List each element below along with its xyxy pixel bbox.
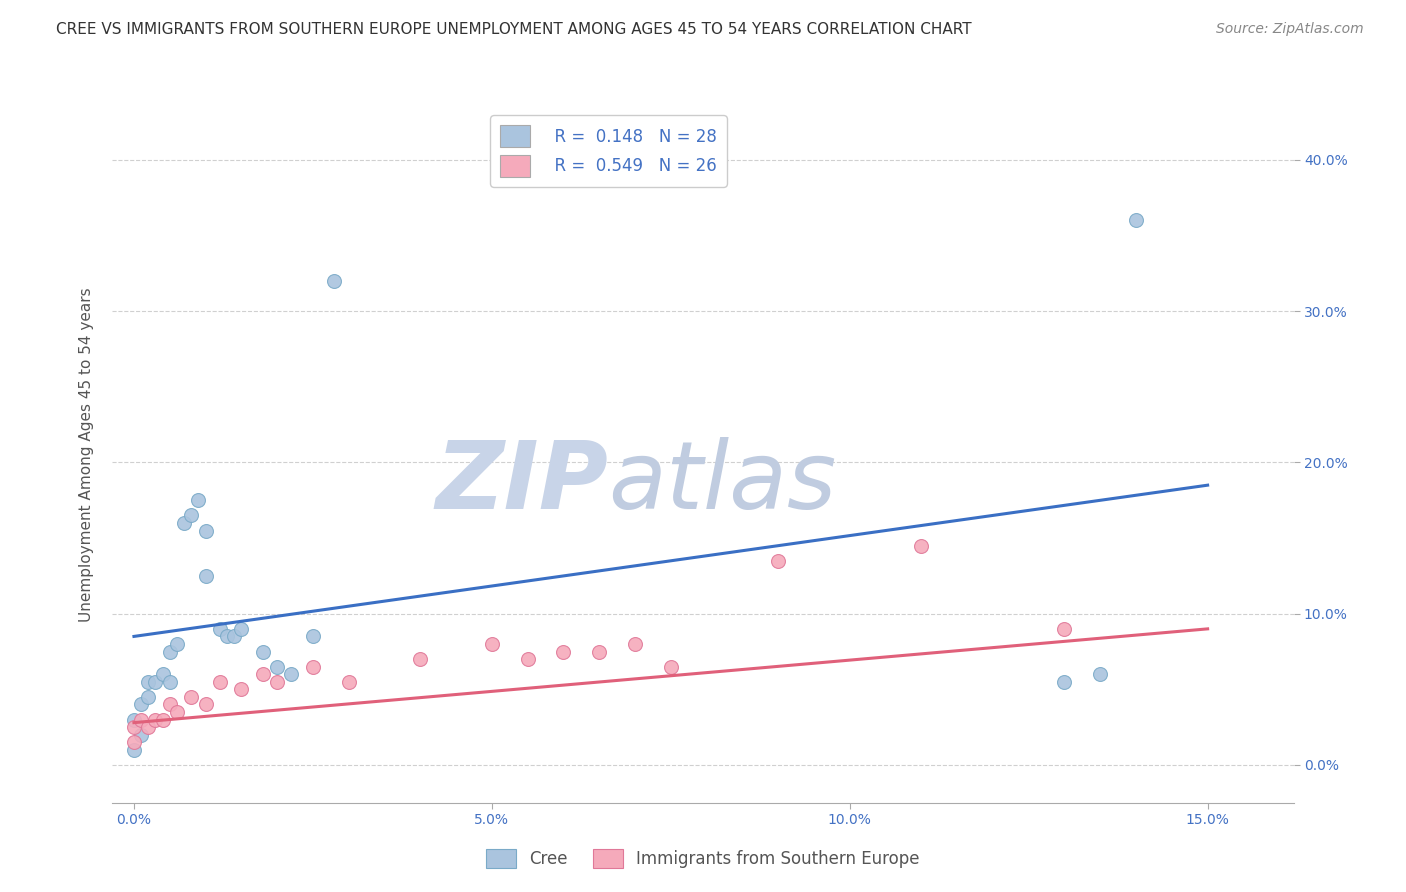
- Point: [266, 674, 288, 689]
- Point: [323, 274, 346, 288]
- Point: [516, 652, 538, 666]
- Point: [224, 629, 246, 643]
- Text: ZIP: ZIP: [436, 437, 609, 529]
- Point: [910, 539, 932, 553]
- Point: [1090, 667, 1112, 681]
- Point: [280, 667, 302, 681]
- Text: Source: ZipAtlas.com: Source: ZipAtlas.com: [1216, 22, 1364, 37]
- Point: [129, 713, 152, 727]
- Legend:   R =  0.148   N = 28,   R =  0.549   N = 26: R = 0.148 N = 28, R = 0.549 N = 26: [491, 115, 727, 186]
- Text: CREE VS IMMIGRANTS FROM SOUTHERN EUROPE UNEMPLOYMENT AMONG AGES 45 TO 54 YEARS C: CREE VS IMMIGRANTS FROM SOUTHERN EUROPE …: [56, 22, 972, 37]
- Point: [159, 674, 181, 689]
- Point: [337, 674, 360, 689]
- Point: [302, 659, 325, 673]
- Point: [194, 569, 217, 583]
- Point: [129, 728, 152, 742]
- Point: [136, 674, 159, 689]
- Point: [208, 674, 231, 689]
- Point: [624, 637, 647, 651]
- Point: [152, 667, 174, 681]
- Point: [136, 690, 159, 704]
- Point: [122, 713, 145, 727]
- Point: [173, 516, 195, 530]
- Point: [129, 698, 152, 712]
- Point: [231, 622, 253, 636]
- Point: [302, 629, 325, 643]
- Point: [159, 644, 181, 658]
- Point: [194, 698, 217, 712]
- Point: [166, 637, 188, 651]
- Point: [659, 659, 682, 673]
- Text: atlas: atlas: [609, 437, 837, 528]
- Point: [231, 682, 253, 697]
- Legend: Cree, Immigrants from Southern Europe: Cree, Immigrants from Southern Europe: [479, 842, 927, 875]
- Point: [766, 554, 789, 568]
- Point: [1125, 213, 1147, 227]
- Point: [208, 622, 231, 636]
- Point: [159, 698, 181, 712]
- Y-axis label: Unemployment Among Ages 45 to 54 years: Unemployment Among Ages 45 to 54 years: [79, 287, 94, 623]
- Point: [145, 713, 167, 727]
- Point: [1053, 622, 1076, 636]
- Point: [122, 743, 145, 757]
- Point: [1053, 674, 1076, 689]
- Point: [136, 720, 159, 734]
- Point: [187, 493, 209, 508]
- Point: [553, 644, 575, 658]
- Point: [252, 667, 274, 681]
- Point: [194, 524, 217, 538]
- Point: [122, 735, 145, 749]
- Point: [180, 690, 202, 704]
- Point: [180, 508, 202, 523]
- Point: [409, 652, 432, 666]
- Point: [122, 720, 145, 734]
- Point: [152, 713, 174, 727]
- Point: [481, 637, 503, 651]
- Point: [166, 705, 188, 719]
- Point: [145, 674, 167, 689]
- Point: [252, 644, 274, 658]
- Point: [588, 644, 610, 658]
- Point: [266, 659, 288, 673]
- Point: [215, 629, 238, 643]
